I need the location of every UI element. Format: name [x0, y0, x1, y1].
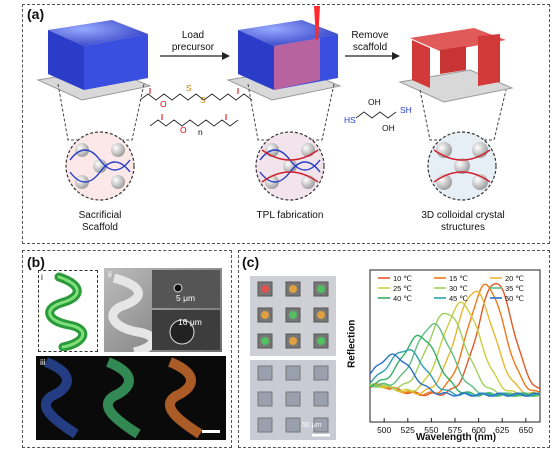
- chart-ylabel: Reflection: [346, 319, 358, 368]
- x-tick-label: 525: [401, 425, 415, 435]
- caption-scaffold-2: Scaffold: [82, 222, 118, 233]
- n-subscript: n: [198, 127, 203, 137]
- sem-scale-16um: 16 μm: [178, 317, 202, 327]
- panel-a: [22, 4, 550, 244]
- scaffold-circle: [65, 131, 135, 201]
- legend-label: 40 ℃: [393, 294, 412, 303]
- caption-tpl: TPL fabrication: [256, 210, 324, 221]
- hs-label: HS: [344, 115, 356, 125]
- x-tick-label: 650: [519, 425, 533, 435]
- sulfur-label-1: S: [186, 83, 192, 93]
- oh-label-1: OH: [368, 97, 381, 107]
- tpl-block: [226, 6, 342, 101]
- legend-label: 25 ℃: [393, 284, 412, 293]
- chart-xlabel: Wavelength (nm): [415, 432, 497, 443]
- legend-label: 30 ℃: [449, 284, 468, 293]
- chem-structure-1: [139, 88, 253, 101]
- legend-label: 35 ℃: [505, 284, 524, 293]
- series-line-2: [369, 290, 541, 396]
- chem-structure-2: [149, 114, 239, 127]
- tpl-circle: [255, 131, 325, 201]
- x-tick-label: 600: [472, 425, 486, 435]
- legend-label: 15 ℃: [449, 274, 468, 283]
- arrow-label-remove-2: scaffold: [352, 42, 388, 53]
- sub-label-iii: iii: [40, 357, 46, 367]
- sub-label-ii: ii: [108, 269, 112, 279]
- series-line-4: [369, 312, 541, 397]
- caption-colloid-2: structures: [441, 222, 485, 233]
- sub-label-i: i: [41, 272, 43, 282]
- caption-scaffold-1: Sacrificial: [78, 210, 122, 221]
- panel-c-label: (c): [242, 254, 260, 270]
- series-line-7: [369, 348, 541, 397]
- series-line-6: [369, 334, 541, 397]
- panel-b: [22, 250, 232, 448]
- chem-structure-3: [355, 111, 397, 119]
- micro-array-grey: 50 μm: [250, 360, 336, 440]
- series-line-1: [369, 283, 541, 397]
- panel-c: [238, 250, 550, 448]
- legend-label: 45 ℃: [449, 294, 468, 303]
- oxygen-label-1: O: [160, 99, 167, 109]
- legend-label: 50 ℃: [505, 294, 524, 303]
- sh-label: SH: [400, 105, 412, 115]
- caption-colloid-1: 3D colloidal crystal: [421, 210, 505, 221]
- panel-a-label: (a): [27, 6, 45, 22]
- legend-label: 10 ℃: [393, 274, 412, 283]
- panel-b-label: (b): [27, 254, 45, 270]
- arrow-label-remove-1: Remove: [351, 30, 389, 41]
- panel-a-illustration: [36, 6, 514, 201]
- sem-image-ii: ii 5 μm 16 μm: [104, 268, 222, 352]
- x-tick-label: 625: [495, 425, 509, 435]
- x-tick-label: 500: [377, 425, 391, 435]
- sacrificial-scaffold-block: [36, 20, 152, 101]
- oh-label-2: OH: [382, 123, 395, 133]
- arrow-label-load-2: precursor: [171, 42, 215, 53]
- series-line-8: [369, 353, 541, 397]
- micro-array-colored: [250, 276, 336, 356]
- legend-label: 20 ℃: [505, 274, 524, 283]
- optical-image-iii: iii: [36, 356, 226, 440]
- sulfur-label-2: S: [200, 95, 206, 105]
- reflection-chart: 500 525 550 575 600 625 650 10 ℃ 15 ℃ 20 ℃ 25 ℃ 30…: [369, 269, 541, 435]
- series-line-3: [369, 301, 541, 397]
- array-scalebar-label: 50 μm: [302, 422, 322, 429]
- colloid-circle: [427, 131, 497, 201]
- x-tick-label: 550: [424, 425, 438, 435]
- sem-scale-5um: 5 μm: [176, 293, 196, 303]
- helix-render-i: i: [38, 270, 98, 352]
- colloidal-structure: [398, 28, 514, 103]
- oxygen-label-2: O: [180, 125, 187, 135]
- x-tick-label: 575: [448, 425, 462, 435]
- arrow-label-load-1: Load: [181, 30, 205, 41]
